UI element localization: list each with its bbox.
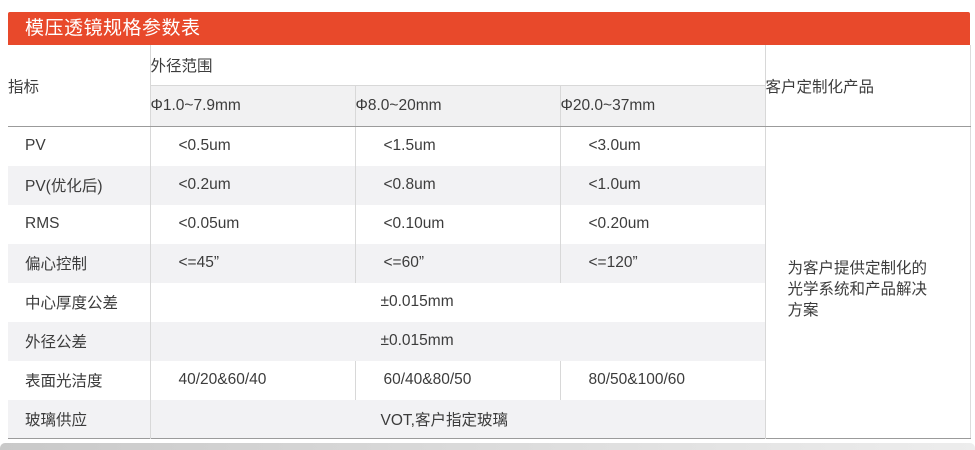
row-value: <3.0um	[559, 126, 766, 166]
row-label: RMS	[25, 215, 60, 232]
row-value: <1.0um	[559, 165, 766, 205]
row-value: <1.5um	[354, 126, 560, 166]
row-value: <=45”	[149, 243, 355, 283]
row-value: 60/40&80/50	[354, 360, 560, 400]
row-value: <0.20um	[559, 204, 766, 244]
page-title: 模压透镜规格参数表	[25, 18, 201, 39]
table-row: PV <0.5um <1.5um <3.0um 为客户提供定制化的光学系统和产品解决方案	[8, 126, 971, 439]
row-value: <0.05um	[149, 204, 355, 244]
row-value-merged: VOT,客户指定玻璃	[149, 399, 766, 439]
row-value-merged: ±0.015mm	[149, 282, 766, 322]
row-value: 80/50&100/60	[559, 360, 766, 400]
header-row-sub: Φ1.0~7.9mm Φ8.0~20mm Φ20.0~37mm	[8, 85, 970, 127]
row-value: <0.2um	[149, 165, 355, 205]
table-body: PV <0.5um <1.5um <3.0um 为客户提供定制化的光学系统和产品解决方案…	[8, 126, 971, 439]
table-row: 中心厚度公差 ±0.015mm	[8, 282, 970, 322]
row-value: <=60”	[354, 243, 560, 283]
row-label: 中心厚度公差	[25, 295, 119, 312]
table-row: PV(优化后) <0.2um <0.8um <1.0um	[8, 165, 970, 205]
custom-products-note: 为客户提供定制化的光学系统和产品解决方案	[764, 126, 971, 439]
row-value: <0.10um	[354, 204, 560, 244]
row-label: 表面光洁度	[25, 373, 103, 390]
row-label: 玻璃供应	[8, 399, 150, 439]
table-row: 偏心控制 <=45” <=60” <=120”	[8, 243, 970, 283]
corner-header: 指标	[8, 45, 150, 127]
row-value: <0.8um	[354, 165, 560, 205]
group-header-diameter-range: 外径范围	[149, 45, 766, 86]
spec-table-card: 模压透镜规格参数表 指标 外径范围 客户定制化产品 Φ1.0~7.9mm Φ8.…	[8, 12, 971, 439]
row-label: 偏心控制	[8, 243, 150, 283]
row-value: <0.5um	[149, 126, 355, 166]
custom-products-header: 客户定制化产品	[764, 45, 971, 127]
table-row: RMS <0.05um <0.10um <0.20um	[8, 204, 970, 244]
table-row: 表面光洁度 40/20&60/40 60/40&80/50 80/50&100/60	[8, 360, 970, 400]
row-value: <=120”	[559, 243, 766, 283]
subheader-diameter-small: Φ1.0~7.9mm	[149, 85, 355, 127]
spec-table: 指标 外径范围 客户定制化产品 Φ1.0~7.9mm Φ8.0~20mm Φ20…	[8, 45, 971, 439]
row-label: PV	[25, 137, 46, 155]
subheader-diameter-medium: Φ8.0~20mm	[354, 85, 560, 127]
row-value: 40/20&60/40	[149, 360, 355, 400]
table-title-bar: 模压透镜规格参数表	[8, 12, 970, 45]
row-label: PV(优化后)	[8, 165, 150, 205]
table-row: 外径公差 ±0.015mm	[8, 321, 970, 361]
table-row: 玻璃供应 VOT,客户指定玻璃	[8, 399, 970, 439]
subheader-diameter-large: Φ20.0~37mm	[559, 85, 766, 127]
row-value-merged: ±0.015mm	[149, 321, 766, 361]
header-row-group: 指标 外径范围 客户定制化产品	[8, 45, 971, 127]
bottom-strip	[0, 443, 975, 450]
row-label: 外径公差	[8, 321, 150, 361]
